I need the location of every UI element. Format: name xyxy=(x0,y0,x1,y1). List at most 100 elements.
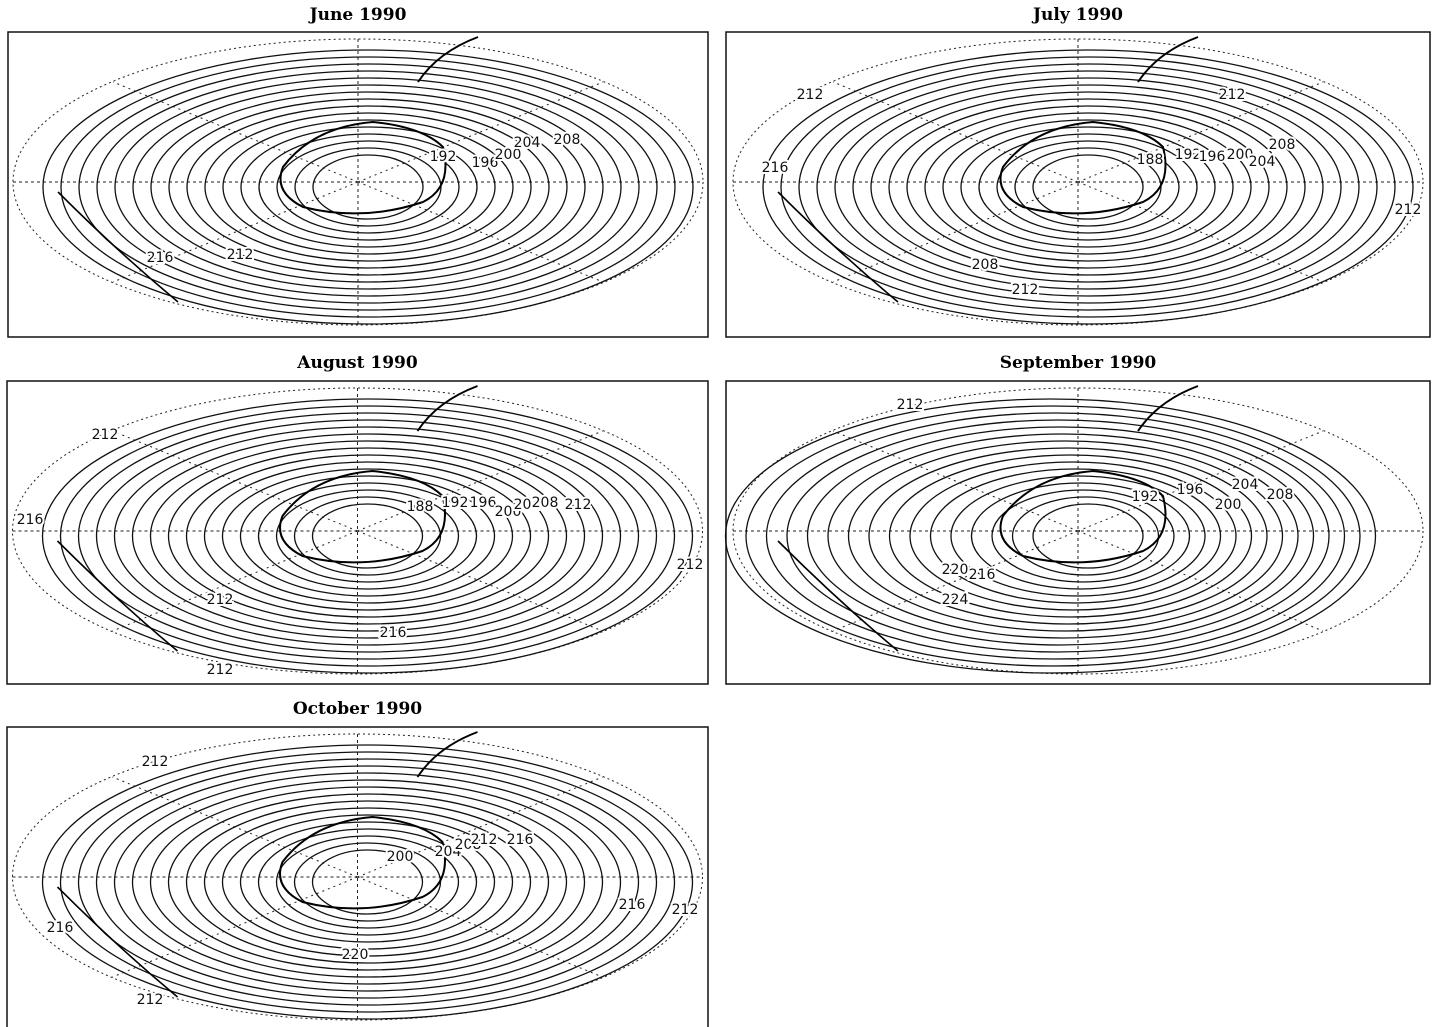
figure: June 1990192196200204208212216July 19902… xyxy=(0,0,1439,1027)
contour-line xyxy=(133,85,603,289)
contour-label: 216 xyxy=(47,920,74,936)
contour-line xyxy=(205,462,531,610)
contour-line xyxy=(223,815,513,949)
contour-label: 212 xyxy=(672,902,699,918)
contour-line xyxy=(808,427,1314,645)
contour-label: 196 xyxy=(1199,149,1226,165)
contour-label: 188 xyxy=(407,499,434,515)
contour-line xyxy=(61,57,675,317)
contour-label: 208 xyxy=(972,257,999,273)
contour-label: 204 xyxy=(1232,477,1259,493)
graticule xyxy=(1078,531,1323,631)
contour-label: 212 xyxy=(137,992,164,1008)
contour-label: 212 xyxy=(1012,282,1039,298)
contour-line xyxy=(835,78,1341,296)
contour-line xyxy=(295,843,441,921)
coastline xyxy=(1001,471,1166,562)
contour-line xyxy=(767,413,1345,659)
contour-line xyxy=(1033,155,1143,219)
contour-label: 208 xyxy=(1267,487,1294,503)
map-panel: August 199021218819219620020420821221621… xyxy=(7,353,708,684)
contour-line xyxy=(133,434,603,638)
contour-label: 212 xyxy=(1395,202,1422,218)
contour-line xyxy=(726,399,1376,673)
contour-label: 212 xyxy=(1219,87,1246,103)
contour-line xyxy=(241,476,495,596)
contour-label: 212 xyxy=(897,397,924,413)
contour-label: 212 xyxy=(471,832,498,848)
contour-line xyxy=(295,148,441,226)
contour-line xyxy=(43,50,693,324)
contour-line xyxy=(241,127,495,247)
contour-label: 216 xyxy=(17,512,44,528)
contour-label: 220 xyxy=(942,562,969,578)
map-panel: June 1990192196200204208212216 xyxy=(8,5,708,337)
contour-label: 192 xyxy=(1132,489,1159,505)
contour-label: 200 xyxy=(1215,497,1242,513)
contour-label: 216 xyxy=(507,832,534,848)
contour-line xyxy=(61,406,675,666)
contour-label: 216 xyxy=(619,897,646,913)
contour-line xyxy=(43,745,693,1019)
graticule xyxy=(833,431,1078,531)
contour-line xyxy=(1013,497,1159,575)
contour-line xyxy=(828,434,1298,638)
contour-label: 212 xyxy=(227,247,254,263)
contour-label: 212 xyxy=(797,87,824,103)
graticule xyxy=(1078,431,1323,531)
contour-label: 200 xyxy=(387,849,414,865)
panel-title: August 1990 xyxy=(296,353,418,373)
panel-title: July 1990 xyxy=(1031,5,1123,25)
contour-line xyxy=(223,120,513,254)
contour-line xyxy=(115,427,621,645)
contour-label: 196 xyxy=(470,495,497,511)
contour-line xyxy=(799,64,1377,310)
contour-label: 212 xyxy=(677,557,704,573)
contour-line xyxy=(853,85,1323,289)
contour-label: 208 xyxy=(532,495,559,511)
coastline xyxy=(778,541,898,651)
contour-line xyxy=(205,808,531,956)
contour-line xyxy=(79,413,657,659)
contour-label: 216 xyxy=(147,250,174,266)
panel-title: October 1990 xyxy=(293,699,422,719)
contour-label: 224 xyxy=(942,592,969,608)
contour-label: 220 xyxy=(342,947,369,963)
contour-line xyxy=(925,113,1251,261)
contour-line xyxy=(61,752,675,1012)
contour-label: 188 xyxy=(1137,152,1164,168)
contour-line xyxy=(43,399,693,673)
contour-line xyxy=(1033,504,1143,568)
panel-title: September 1990 xyxy=(1000,353,1157,373)
contour-line xyxy=(79,64,657,310)
contour-line xyxy=(169,794,567,970)
contour-label: 204 xyxy=(514,135,541,151)
contour-label: 204 xyxy=(1249,154,1276,170)
contour-label: 212 xyxy=(207,592,234,608)
panel-title: June 1990 xyxy=(308,5,407,25)
contour-line xyxy=(943,120,1233,254)
contour-label: 196 xyxy=(1177,482,1204,498)
contour-label: 216 xyxy=(762,160,789,176)
contour-line xyxy=(889,99,1287,275)
contour-line xyxy=(115,78,621,296)
contour-label: 192 xyxy=(430,149,457,165)
contour-label: 192 xyxy=(442,495,469,511)
contour-line xyxy=(79,759,657,1005)
contour-label: 212 xyxy=(92,427,119,443)
contour-label: 212 xyxy=(207,662,234,678)
contour-line xyxy=(781,57,1395,317)
contour-label: 212 xyxy=(142,754,169,770)
contour-label: 192 xyxy=(1175,147,1202,163)
contour-label: 216 xyxy=(380,625,407,641)
contour-line xyxy=(223,469,513,603)
contour-label: 216 xyxy=(969,567,996,583)
contour-label: 212 xyxy=(565,497,592,513)
contour-line xyxy=(961,127,1215,247)
contour-label: 208 xyxy=(1269,137,1296,153)
contour-line xyxy=(763,50,1413,324)
map-panel: September 1990 212 192 196 200 204 208 220 22421… xyxy=(726,353,1431,684)
contour-line xyxy=(313,155,423,219)
